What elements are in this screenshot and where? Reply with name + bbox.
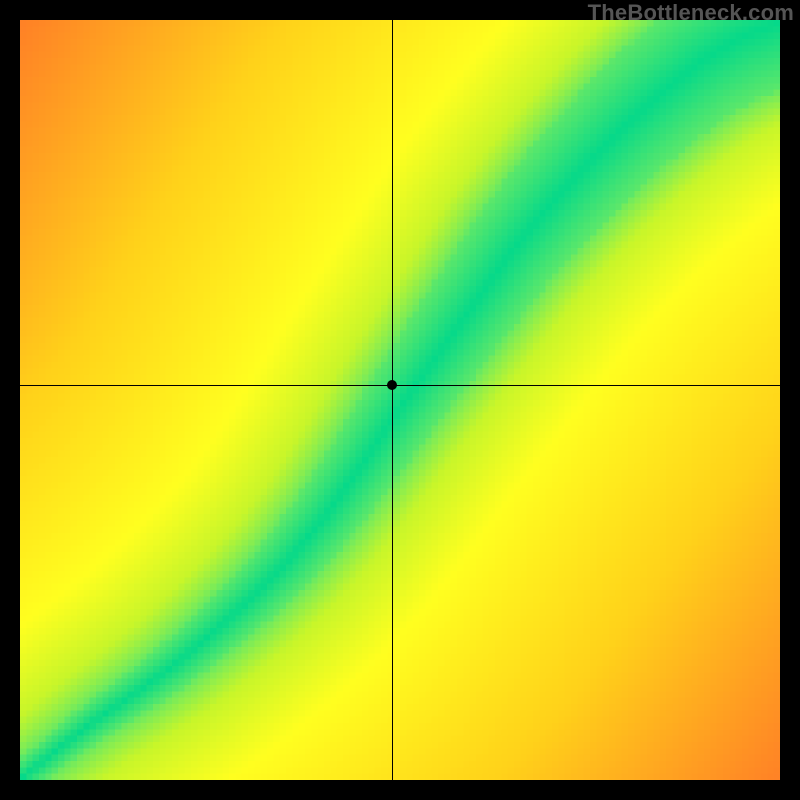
crosshair-horizontal: [20, 385, 780, 386]
chart-frame: TheBottleneck.com: [0, 0, 800, 800]
watermark-label: TheBottleneck.com: [588, 0, 794, 26]
crosshair-vertical: [392, 20, 393, 780]
heatmap-canvas: [20, 20, 780, 780]
plot-area: [20, 20, 780, 780]
crosshair-marker: [387, 380, 397, 390]
